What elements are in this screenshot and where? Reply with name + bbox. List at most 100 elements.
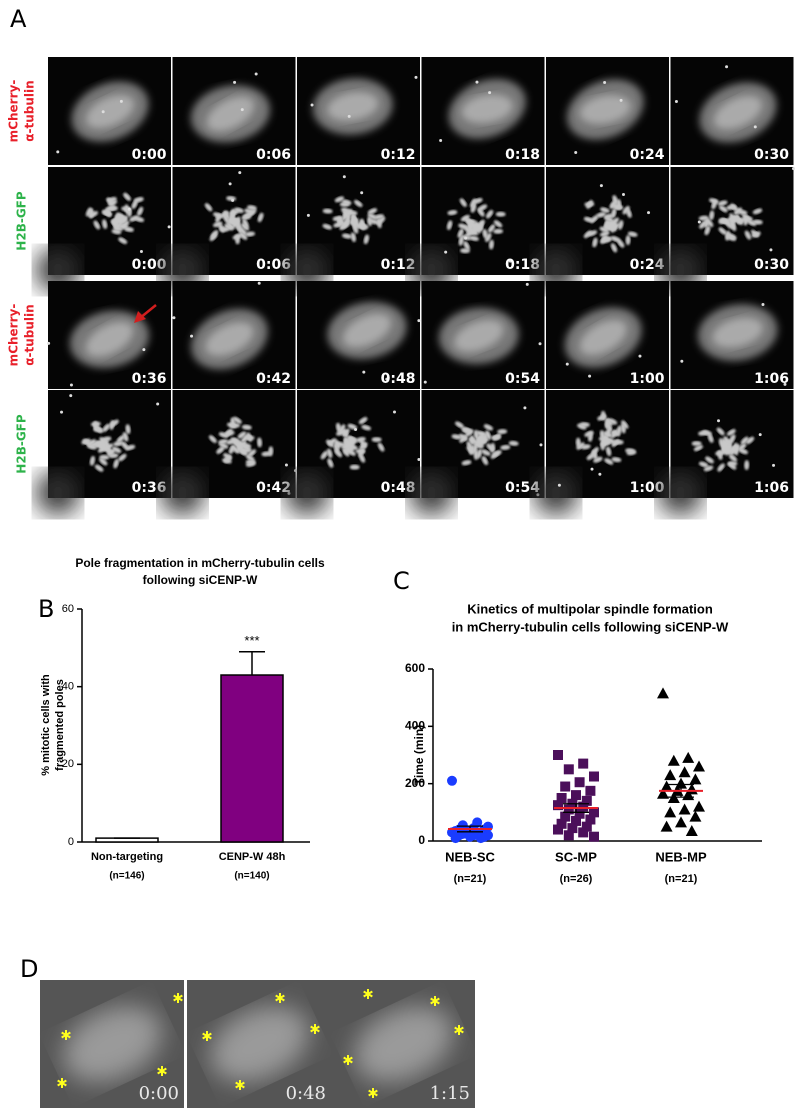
chromosome: [112, 446, 122, 454]
speck: [56, 150, 60, 154]
neighbor: [658, 471, 703, 515]
chromosome: [476, 438, 487, 444]
chromosome: [718, 227, 727, 235]
speck: [142, 348, 146, 352]
chromosome: [717, 450, 723, 460]
point: [675, 777, 687, 789]
chromosome: [485, 430, 492, 440]
chromosome: [240, 223, 250, 231]
row-label: mCherry-: [7, 80, 21, 143]
cell-glow: [63, 1006, 162, 1082]
speck: [414, 75, 418, 79]
pole-marker: [157, 1067, 167, 1075]
chromosome: [232, 233, 243, 240]
x-tick-note: (n=21): [454, 873, 487, 885]
chromosome: [603, 224, 614, 231]
time-stamp: 0:12: [381, 147, 416, 163]
chromosome: [367, 208, 378, 215]
speck: [525, 282, 529, 286]
speck: [233, 80, 237, 84]
chromosome: [693, 444, 704, 452]
speck: [444, 250, 448, 254]
micrograph: [160, 390, 297, 515]
time-stamp: 0:54: [505, 371, 540, 387]
chromosome: [703, 465, 714, 472]
speck: [228, 182, 232, 186]
chromosome: [703, 218, 710, 228]
time-stamp: 0:48: [381, 371, 416, 387]
chromosome: [458, 433, 468, 441]
chromosome: [495, 211, 506, 217]
micrograph: [421, 57, 545, 165]
time-stamp: 1:15: [430, 1083, 470, 1104]
chromosome: [102, 219, 108, 230]
chromosome: [726, 215, 737, 222]
point: [571, 790, 581, 801]
chromosome: [327, 438, 337, 446]
speck: [508, 259, 512, 263]
panel-label: A: [10, 5, 27, 33]
chromosome: [707, 433, 714, 443]
chromosome: [93, 420, 99, 431]
chromosome: [233, 416, 242, 424]
micrograph: [160, 167, 296, 292]
chromosome: [744, 230, 752, 240]
time-stamp: 0:42: [256, 371, 291, 387]
chromosome: [239, 445, 247, 455]
chromosome: [600, 410, 606, 421]
chromosome: [726, 235, 737, 241]
point: [556, 818, 567, 829]
chromosome: [212, 221, 223, 228]
spindle: [342, 313, 392, 348]
chromosome: [605, 446, 612, 457]
time-stamp: 0:00: [139, 1083, 179, 1104]
panel-b: Pole fragmentation in mCherry-tubulin ce…: [40, 556, 325, 881]
speck: [523, 406, 527, 410]
neighbor: [160, 471, 205, 515]
y-axis-label: % mitotic cells with: [40, 674, 52, 776]
chromosome: [472, 223, 479, 233]
chromosome: [583, 230, 592, 239]
speck: [538, 342, 542, 346]
point: [678, 766, 691, 778]
chromosome: [238, 227, 247, 236]
speck: [293, 469, 297, 473]
chromosome: [327, 458, 334, 468]
micrograph: [48, 57, 171, 165]
chromosome: [469, 445, 475, 455]
speck: [417, 457, 421, 461]
row-label: α-tubulin: [23, 304, 37, 365]
neighbor: [285, 471, 329, 515]
chromosome: [371, 437, 382, 443]
chromosome: [107, 196, 117, 203]
chromosome: [691, 441, 702, 447]
pole-marker: [202, 1032, 212, 1040]
chromosome: [604, 458, 614, 465]
chromosome: [726, 204, 737, 210]
chromosome: [363, 234, 370, 245]
chromosome: [376, 218, 382, 229]
chromosome: [361, 424, 372, 431]
x-tick-note: (n=21): [665, 873, 698, 885]
x-tick-note: (n=26): [560, 873, 593, 885]
chromosome: [228, 444, 235, 455]
micrograph: [285, 167, 420, 292]
chromosome: [229, 208, 236, 219]
chromosome: [611, 457, 622, 463]
chromosome: [469, 435, 475, 446]
chromosome: [605, 427, 612, 437]
time-stamp: 0:30: [754, 257, 789, 273]
chromosome: [226, 221, 235, 230]
y-axis-label: fragmented poles: [54, 679, 66, 771]
x-tick-label: NEB-SC: [445, 849, 495, 864]
chromosome: [339, 222, 348, 230]
speck: [172, 316, 176, 320]
chromosome: [350, 232, 357, 243]
speck: [647, 211, 651, 215]
chromosome: [241, 424, 252, 430]
significance: ***: [244, 633, 259, 648]
point: [581, 795, 592, 806]
y-tick-label: 0: [68, 836, 74, 848]
speck: [439, 138, 443, 142]
chromosome: [118, 237, 128, 244]
